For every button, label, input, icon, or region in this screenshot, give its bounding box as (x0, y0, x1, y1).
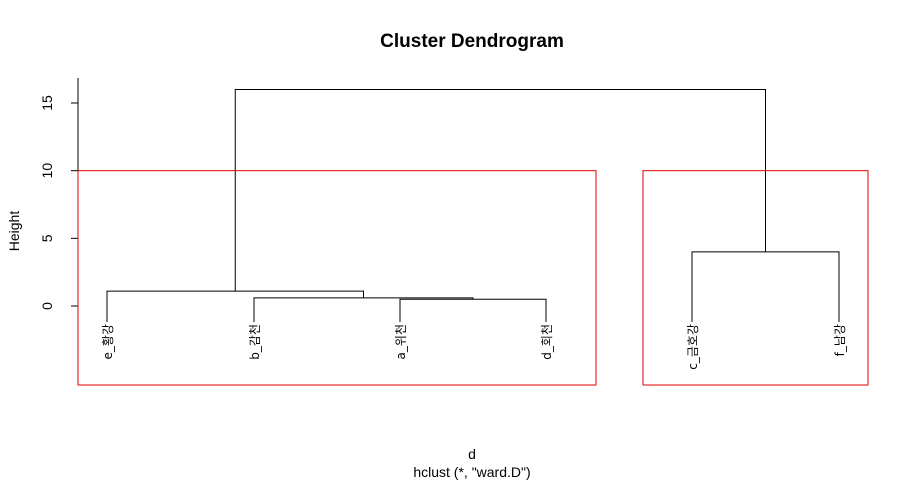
y-tick-label: 0 (39, 302, 55, 310)
leaf-label: c_금호강 (686, 324, 700, 370)
cluster-box (642, 170, 869, 386)
leaf-label: e_황강 (101, 324, 115, 359)
leaf-label: b_감천 (247, 324, 262, 360)
method-subtitle: hclust (*, "ward.D") (413, 464, 530, 480)
dendrogram-branch (691, 251, 840, 322)
dendrogram-tree (106, 88, 840, 322)
dendrogram-branch (253, 297, 474, 322)
leaf-label: a_위천 (393, 324, 408, 359)
leaf-labels: e_황강 b_감천 a_위천 d_회천 c_금호강 f_남강 (101, 324, 847, 370)
y-axis-label: Height (6, 211, 22, 252)
chart-title: Cluster Dendrogram (380, 31, 564, 52)
leaf-label: f_남강 (833, 324, 847, 356)
x-axis-label: d (468, 446, 476, 462)
cluster-box (77, 170, 597, 386)
y-tick-label: 5 (39, 234, 55, 242)
dendrogram-branch (399, 298, 547, 322)
leaf-label: d_회천 (539, 324, 554, 360)
dendrogram-branch (106, 290, 364, 322)
cluster-boxes (77, 170, 869, 386)
y-tick-label: 10 (39, 163, 55, 179)
y-axis: 0 5 10 15 (39, 78, 79, 310)
y-tick-label: 15 (39, 95, 55, 111)
dendrogram-branch (234, 88, 766, 292)
